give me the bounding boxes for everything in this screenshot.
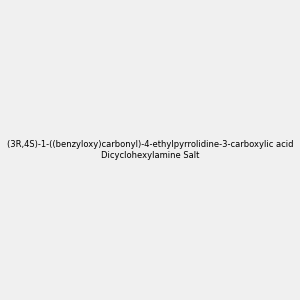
Text: (3R,4S)-1-((benzyloxy)carbonyl)-4-ethylpyrrolidine-3-carboxylic acid Dicyclohexy: (3R,4S)-1-((benzyloxy)carbonyl)-4-ethylp… <box>7 140 293 160</box>
